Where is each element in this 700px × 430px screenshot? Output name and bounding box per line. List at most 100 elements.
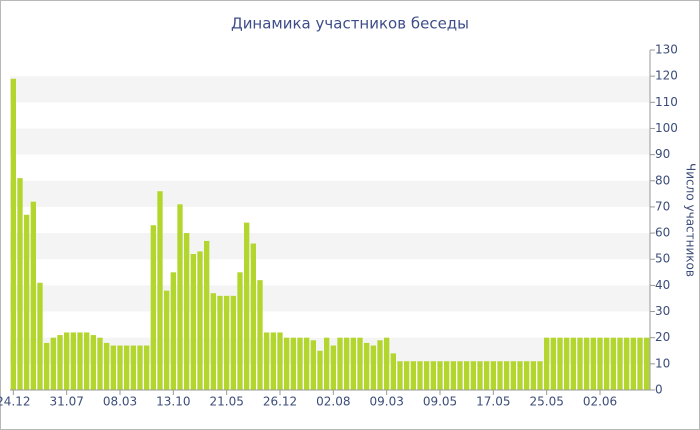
bar: [110, 345, 116, 390]
y-tick-label: 0: [655, 383, 663, 397]
bar: [170, 272, 176, 390]
bar: [457, 361, 463, 390]
bar: [124, 345, 130, 390]
bar: [404, 361, 410, 390]
bar: [137, 345, 143, 390]
grid-band: [10, 285, 650, 312]
bar: [417, 361, 423, 390]
y-tick-label: 120: [655, 69, 678, 83]
bar: [17, 178, 23, 390]
bar: [270, 332, 276, 390]
bar: [77, 332, 83, 390]
bar: [304, 337, 310, 390]
bar: [324, 337, 330, 390]
x-tick-label: 17.05: [476, 395, 510, 409]
bar: [584, 337, 590, 390]
bar: [524, 361, 530, 390]
bar: [157, 191, 163, 390]
bar: [517, 361, 523, 390]
bar: [504, 361, 510, 390]
bar: [144, 345, 150, 390]
x-tick-label: 02.08: [316, 395, 350, 409]
bar: [104, 342, 110, 390]
bar: [630, 337, 636, 390]
x-tick-label: 31.07: [49, 395, 83, 409]
x-tick-label: 13.10: [156, 395, 190, 409]
bar: [244, 222, 250, 390]
y-tick-label: 100: [655, 121, 678, 135]
x-tick-label: 24.12: [0, 395, 31, 409]
bar: [424, 361, 430, 390]
chart-title: Динамика участников беседы: [231, 15, 469, 33]
bar: [350, 337, 356, 390]
x-tick-label: 09.03: [369, 395, 403, 409]
grid-band: [10, 180, 650, 207]
y-tick-label: 60: [655, 226, 670, 240]
bar: [204, 240, 210, 390]
bar: [450, 361, 456, 390]
bar: [530, 361, 536, 390]
bar: [90, 335, 96, 390]
x-tick-label: 26.12: [263, 395, 297, 409]
y-tick-label: 20: [655, 330, 670, 344]
bar: [390, 353, 396, 390]
bar: [50, 337, 56, 390]
bar: [590, 337, 596, 390]
bar: [370, 345, 376, 390]
y-tick-label: 130: [655, 43, 678, 57]
bar: [617, 337, 623, 390]
bar: [564, 337, 570, 390]
grid-band: [10, 233, 650, 260]
bar: [130, 345, 136, 390]
bar: [644, 337, 650, 390]
bar: [150, 225, 156, 390]
bar: [604, 337, 610, 390]
bar: [290, 337, 296, 390]
bar: [164, 290, 170, 390]
bar: [384, 337, 390, 390]
bar: [330, 345, 336, 390]
bar: [344, 337, 350, 390]
y-tick-label: 50: [655, 252, 670, 266]
y-tick-label: 30: [655, 304, 670, 318]
bar: [230, 295, 236, 390]
bar: [410, 361, 416, 390]
x-tick-label: 09.05: [423, 395, 457, 409]
bar: [184, 233, 190, 390]
bar: [70, 332, 76, 390]
bar: [497, 361, 503, 390]
bar: [637, 337, 643, 390]
bar: [597, 337, 603, 390]
x-tick-label: 25.05: [529, 395, 563, 409]
bar: [197, 251, 203, 390]
bar: [577, 337, 583, 390]
bar: [510, 361, 516, 390]
y-tick-label: 90: [655, 147, 670, 161]
bar: [84, 332, 90, 390]
bar: [297, 337, 303, 390]
bar: [317, 350, 323, 390]
bar: [397, 361, 403, 390]
bar: [217, 295, 223, 390]
bar: [277, 332, 283, 390]
bar: [57, 335, 63, 390]
bar: [190, 254, 196, 390]
bar: [437, 361, 443, 390]
bar: [10, 78, 16, 391]
bar: [250, 243, 256, 390]
y-tick-label: 110: [655, 95, 678, 109]
bar: [264, 332, 270, 390]
grid-band: [10, 128, 650, 155]
bar: [610, 337, 616, 390]
bar: [364, 342, 370, 390]
grid-band: [10, 337, 650, 364]
bar: [430, 361, 436, 390]
bar: [570, 337, 576, 390]
bar: [24, 214, 30, 390]
grid-band: [10, 76, 650, 103]
bar: [357, 337, 363, 390]
y-tick-label: 70: [655, 199, 670, 213]
bar: [284, 337, 290, 390]
bar: [477, 361, 483, 390]
